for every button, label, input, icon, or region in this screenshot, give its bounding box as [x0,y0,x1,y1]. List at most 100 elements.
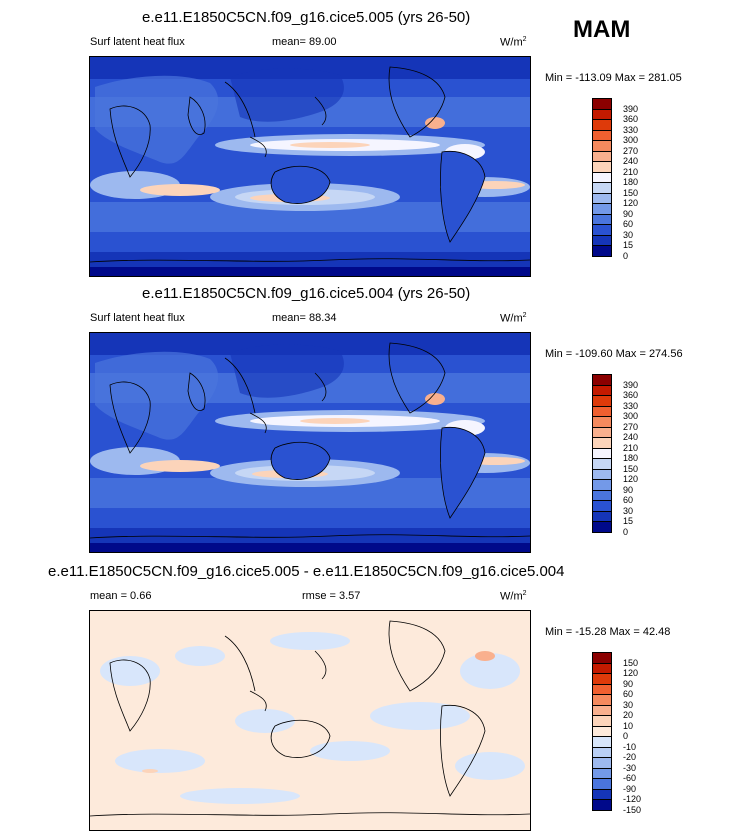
colorbar-swatch [592,521,612,533]
colorbar-tick-label: 120 [623,668,639,678]
colorbar-swatch [592,384,612,395]
colorbar-tick-label: 360 [623,114,639,124]
colorbar-tick-label: 150 [623,657,639,668]
panel3-rmse: rmse = 3.57 [302,590,361,602]
colorbar-tick-label: -90 [623,783,637,794]
colorbar-tick-label: 60 [623,689,634,699]
colorbar-tick-label: 120 [623,474,639,484]
colorbar-swatch [592,725,612,736]
colorbar-tick-label: 300 [623,411,639,421]
colorbar-swatch [592,468,612,479]
colorbar-swatch [592,500,612,511]
colorbar-swatch [592,426,612,437]
colorbar-swatch [592,245,612,257]
colorbar-swatch [592,510,612,521]
colorbar-tick-label: 60 [623,219,634,229]
panel3-colorbar [592,652,612,811]
colorbar-swatch [592,192,612,203]
panel3-map [89,610,531,831]
colorbar-tick-label: 90 [623,484,634,495]
colorbar-tick-label: 390 [623,103,639,114]
colorbar-tick-label: 30 [623,229,634,240]
colorbar-tick-label: 150 [623,187,639,198]
colorbar-swatch [592,757,612,768]
panel2-map [89,332,531,553]
colorbar-swatch [592,778,612,789]
colorbar-swatch [592,129,612,140]
panel1-units: W/m2 [500,36,527,49]
colorbar-swatch [592,767,612,778]
panel2-mean: mean= 88.34 [272,312,337,324]
panel3-mean: mean = 0.66 [90,590,152,602]
panel3-title: e.e11.E1850C5CN.f09_g16.cice5.005 - e.e1… [48,563,565,580]
colorbar-swatch [592,662,612,673]
colorbar-tick-label: 210 [623,166,639,177]
colorbar-tick-label: 150 [623,463,639,474]
colorbar-swatch [592,416,612,427]
panel2-units: W/m2 [500,312,527,325]
colorbar-tick-label: 360 [623,390,639,400]
colorbar-swatch [592,213,612,224]
colorbar-tick-label: 300 [623,135,639,145]
colorbar-swatch [592,746,612,757]
panel3-units: W/m2 [500,590,527,603]
colorbar-tick-label: 20 [623,710,634,720]
panel2-colorbar [592,374,612,533]
colorbar-tick-label: 90 [623,208,634,219]
colorbar-tick-label: 330 [623,124,639,135]
colorbar-tick-label: 15 [623,516,634,526]
colorbar-tick-label: 60 [623,495,634,505]
colorbar-tick-label: 30 [623,699,634,710]
colorbar-tick-label: 180 [623,453,639,463]
colorbar-tick-label: 390 [623,379,639,390]
colorbar-tick-label: -30 [623,762,637,773]
colorbar-swatch [592,479,612,490]
colorbar-tick-label: -20 [623,752,637,762]
colorbar-swatch [592,150,612,161]
colorbar-tick-label: 210 [623,442,639,453]
panel1-minmax: Min = -113.09 Max = 281.05 [545,72,682,84]
colorbar-swatch [592,788,612,799]
colorbar-swatch [592,171,612,182]
colorbar-swatch [592,652,612,663]
panel1-mean: mean= 89.00 [272,36,337,48]
colorbar-swatch [592,694,612,705]
colorbar-swatch [592,458,612,469]
colorbar-tick-label: 90 [623,678,634,689]
colorbar-tick-label: 270 [623,145,639,156]
colorbar-swatch [592,161,612,172]
panel1-title: e.e11.E1850C5CN.f09_g16.cice5.005 (yrs 2… [142,9,471,26]
colorbar-tick-label: 0 [623,250,629,261]
colorbar-swatch [592,234,612,245]
colorbar-swatch [592,98,612,109]
colorbar-tick-label: 270 [623,421,639,432]
colorbar-swatch [592,182,612,193]
colorbar-tick-label: -10 [623,741,637,752]
colorbar-swatch [592,715,612,726]
colorbar-tick-label: -150 [623,804,642,815]
panel1-colorbar [592,98,612,257]
panel3-minmax: Min = -15.28 Max = 42.48 [545,626,671,638]
colorbar-tick-label: 15 [623,240,634,250]
colorbar-swatch [592,704,612,715]
panel1-variable-label: Surf latent heat flux [90,36,185,48]
colorbar-swatch [592,405,612,416]
colorbar-tick-label: -60 [623,773,637,783]
colorbar-tick-label: 10 [623,720,634,731]
colorbar-tick-label: 120 [623,198,639,208]
colorbar-swatch [592,395,612,406]
panel1-map [89,56,531,277]
colorbar-swatch [592,447,612,458]
season-label: MAM [573,16,631,43]
panel2-title: e.e11.E1850C5CN.f09_g16.cice5.004 (yrs 2… [142,285,471,302]
colorbar-swatch [592,119,612,130]
colorbar-swatch [592,224,612,235]
colorbar-tick-label: 0 [623,526,629,537]
colorbar-tick-label: -120 [623,794,642,804]
colorbar-swatch [592,140,612,151]
colorbar-swatch [592,683,612,694]
panel2-variable-label: Surf latent heat flux [90,312,185,324]
panel2-minmax: Min = -109.60 Max = 274.56 [545,348,683,360]
colorbar-swatch [592,799,612,811]
colorbar-tick-label: 30 [623,505,634,516]
